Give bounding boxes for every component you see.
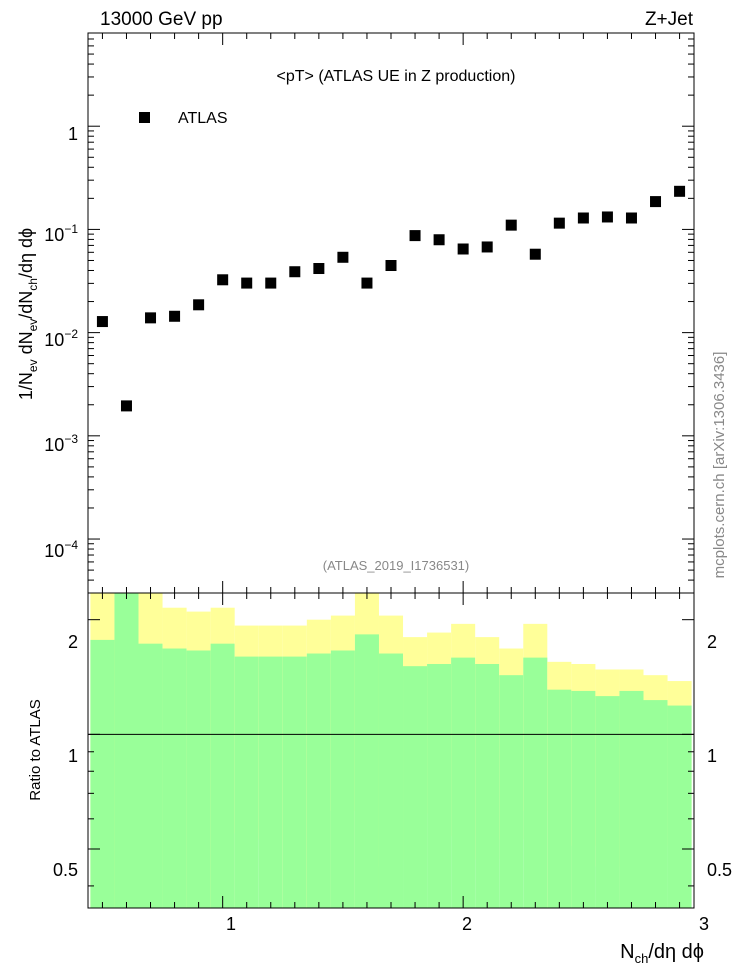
data-point [193, 299, 205, 311]
y-tick-label-1e-2: 10−2 [44, 327, 78, 350]
inner-band-bin [523, 657, 548, 908]
inner-band-bin [162, 648, 187, 908]
data-point [337, 251, 349, 263]
data-points-atlas [96, 185, 686, 412]
y-tick-label-1e-4: 10−4 [44, 538, 78, 561]
legend-marker [139, 112, 150, 123]
data-point [433, 234, 445, 246]
inner-band-bin [234, 656, 259, 908]
ratio-bands [90, 593, 692, 908]
data-point [120, 400, 132, 412]
x-tick-label-2: 2 [462, 914, 472, 934]
data-point [409, 230, 421, 242]
data-point [457, 243, 469, 255]
data-point [650, 196, 662, 208]
plot-title: <pT> (ATLAS UE in Z production) [277, 68, 516, 85]
y-tick-label-1e0: 1 [68, 124, 78, 144]
ratio-y-tick-labels-left: 2 1 0.5 [53, 632, 78, 880]
y-tick-label-1e-3: 10−3 [44, 432, 78, 455]
ratio-ticks [88, 593, 694, 908]
data-point [265, 277, 277, 289]
data-point [601, 211, 613, 223]
data-point [96, 316, 108, 328]
ratio-y-tick-label-1: 1 [68, 746, 78, 766]
inner-band-bin [210, 643, 235, 908]
ratio-y-tick-label-right-1: 1 [707, 746, 717, 766]
inner-band-bin [475, 663, 500, 908]
inner-band-bin [547, 689, 572, 908]
inner-band-bin [306, 653, 331, 908]
x-axis-label: Nch/dη dϕ [620, 941, 704, 966]
inner-band-bin [667, 705, 692, 908]
header-energy-label: 13000 GeV pp [100, 9, 223, 30]
ratio-y-axis-label: Ratio to ATLAS [27, 699, 44, 800]
main-panel: <pT> (ATLAS UE in Z production) ATLAS (A… [44, 32, 695, 594]
x-tick-label-3: 3 [699, 914, 709, 934]
data-point [625, 212, 637, 224]
ratio-y-tick-label-right-2: 2 [707, 632, 717, 652]
inner-band-bin [330, 650, 355, 908]
x-tick-label-1: 1 [226, 914, 236, 934]
data-point [577, 212, 589, 224]
header-process-label: Z+Jet [645, 9, 694, 30]
watermark: mcplots.cern.ch [arXiv:1306.3436] [711, 352, 728, 579]
inner-band-bin [114, 593, 139, 908]
data-point [385, 260, 397, 272]
ratio-y-tick-label-0-5: 0.5 [53, 860, 78, 880]
legend-label: ATLAS [178, 110, 228, 127]
main-y-axis-label: 1/Nev dNev/dNch/dη dϕ [16, 228, 40, 400]
y-tick-label-1e-1: 10−1 [44, 222, 78, 245]
ratio-y-tick-label-right-0-5: 0.5 [707, 860, 732, 880]
data-point [674, 185, 686, 197]
inner-band-bin [595, 696, 620, 908]
data-point [217, 274, 229, 286]
inner-band-bin [499, 675, 524, 908]
main-plot-area [88, 33, 694, 593]
ratio-frame [87, 592, 695, 909]
main-x-ticks [101, 33, 681, 593]
inner-band-bin [427, 663, 452, 908]
data-point [529, 248, 541, 260]
inner-band-bin [643, 700, 668, 908]
inner-band-bin [571, 690, 596, 908]
data-point [361, 277, 373, 289]
inner-band-bin [378, 653, 404, 908]
inner-band-bin [138, 643, 163, 908]
data-point [505, 219, 517, 231]
ratio-y-tick-labels-right: 2 1 0.5 [707, 632, 732, 880]
analysis-tag: (ATLAS_2019_I1736531) [323, 558, 469, 573]
inner-band-bin [619, 690, 644, 908]
ratio-panel: 2 1 0.5 2 1 0.5 1 2 3 [53, 592, 732, 934]
x-tick-labels: 1 2 3 [226, 914, 709, 934]
main-y-tick-labels: 1 10−1 10−2 10−3 10−4 [44, 124, 78, 561]
ratio-y-tick-label-2: 2 [68, 632, 78, 652]
inner-band-bin [90, 639, 115, 908]
inner-band-bin [354, 634, 379, 908]
data-point [289, 266, 301, 278]
inner-band-bin [403, 666, 428, 908]
data-point [481, 241, 493, 253]
inner-band-bin [258, 656, 283, 908]
data-point [145, 312, 157, 324]
data-point [553, 217, 565, 229]
inner-band-bin [186, 650, 211, 908]
data-point [241, 277, 253, 289]
data-point [313, 263, 325, 275]
inner-band-bin [451, 657, 476, 908]
inner-band-bin [282, 656, 307, 908]
data-point [169, 310, 181, 322]
